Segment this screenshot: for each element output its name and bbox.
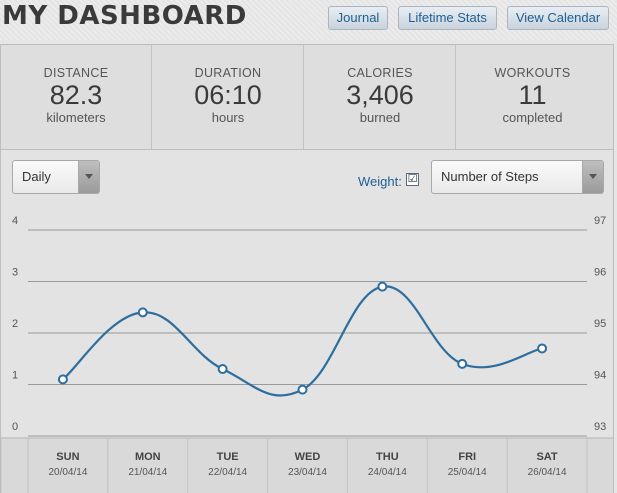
metric-select-value: Number of Steps (441, 169, 539, 184)
data-point[interactable] (457, 358, 468, 369)
stats-panel: DISTANCE 82.3 kilometers DURATION 06:10 … (0, 44, 614, 150)
period-select[interactable]: Daily (12, 160, 100, 194)
stat-unit: hours (211, 110, 245, 125)
data-point[interactable] (297, 384, 308, 395)
journal-button[interactable]: Journal (328, 6, 388, 30)
chevron-down-icon[interactable] (582, 161, 603, 193)
x-axis-date-label: 20/04/14 (48, 467, 87, 478)
x-axis-date-label: 25/04/14 (448, 467, 487, 478)
stat-value: 11 (518, 80, 547, 110)
left-axis-tick-label: 1 (12, 370, 18, 382)
weight-label: Weight: (358, 174, 402, 189)
left-axis-tick-label: 3 (12, 267, 18, 279)
x-axis-day-label: WED (295, 451, 321, 463)
left-axis-tick-label: 2 (12, 318, 18, 330)
steps-chart: 0 93 1 94 2 95 3 96 4 97 SUN 20/04/14 MON 21/04/14 TU… (0, 208, 614, 493)
x-axis-band (1, 438, 613, 493)
weight-checkbox[interactable]: ☑ (406, 173, 419, 186)
data-point[interactable] (137, 307, 148, 318)
right-axis-tick-label: 95 (594, 318, 606, 330)
x-axis-date-label: 23/04/14 (288, 467, 327, 478)
x-axis-day-label: SAT (536, 451, 557, 463)
page-title: MY DASHBOARD (2, 1, 247, 31)
left-axis-tick-label: 0 (12, 421, 18, 433)
stat-unit: burned (359, 110, 401, 125)
stat-distance: DISTANCE 82.3 kilometers (1, 45, 152, 149)
stat-label: WORKOUTS (494, 66, 571, 80)
chart-svg: 0 93 1 94 2 95 3 96 4 97 SUN 20/04/14 MON 21/04/14 TU… (0, 215, 613, 493)
chevron-down-icon[interactable] (78, 161, 99, 193)
x-axis-day-label: TUE (217, 451, 239, 463)
x-axis-date-label: 21/04/14 (128, 467, 167, 478)
x-axis-day-label: THU (376, 451, 399, 463)
right-axis-tick-label: 94 (594, 370, 606, 382)
x-axis-day-label: MON (135, 451, 161, 463)
stat-value: 82.3 (49, 80, 103, 110)
stat-label: DURATION (194, 66, 262, 80)
data-point[interactable] (537, 343, 548, 354)
x-axis-date-label: 22/04/14 (208, 467, 247, 478)
x-axis-date-label: 26/04/14 (528, 467, 567, 478)
x-axis-date-label: 24/04/14 (368, 467, 407, 478)
right-axis-tick-label: 97 (594, 215, 606, 227)
right-axis-tick-label: 96 (594, 267, 606, 279)
lifetime-stats-button[interactable]: Lifetime Stats (398, 6, 497, 30)
data-point[interactable] (377, 281, 388, 292)
stat-value: 3,406 (346, 80, 414, 110)
view-calendar-button[interactable]: View Calendar (507, 6, 609, 30)
right-axis-tick-label: 93 (594, 421, 606, 433)
stat-unit: kilometers (46, 110, 106, 125)
page-header: MY DASHBOARD Journal Lifetime Stats View… (0, 0, 617, 40)
period-select-value: Daily (22, 169, 51, 184)
stat-label: CALORIES (347, 66, 413, 80)
stat-unit: completed (502, 110, 563, 125)
stat-duration: DURATION 06:10 hours (153, 45, 304, 149)
data-point[interactable] (217, 364, 228, 375)
stat-calories: CALORIES 3,406 burned (305, 45, 456, 149)
stat-label: DISTANCE (43, 66, 109, 80)
stat-value: 06:10 (194, 80, 262, 110)
x-axis-day-label: SUN (56, 451, 79, 463)
stat-workouts: WORKOUTS 11 completed (457, 45, 608, 149)
series-line (62, 285, 543, 397)
metric-select[interactable]: Number of Steps (431, 160, 604, 194)
x-axis-day-label: FRI (458, 451, 476, 463)
data-point[interactable] (57, 374, 68, 385)
left-axis-tick-label: 4 (12, 215, 18, 227)
